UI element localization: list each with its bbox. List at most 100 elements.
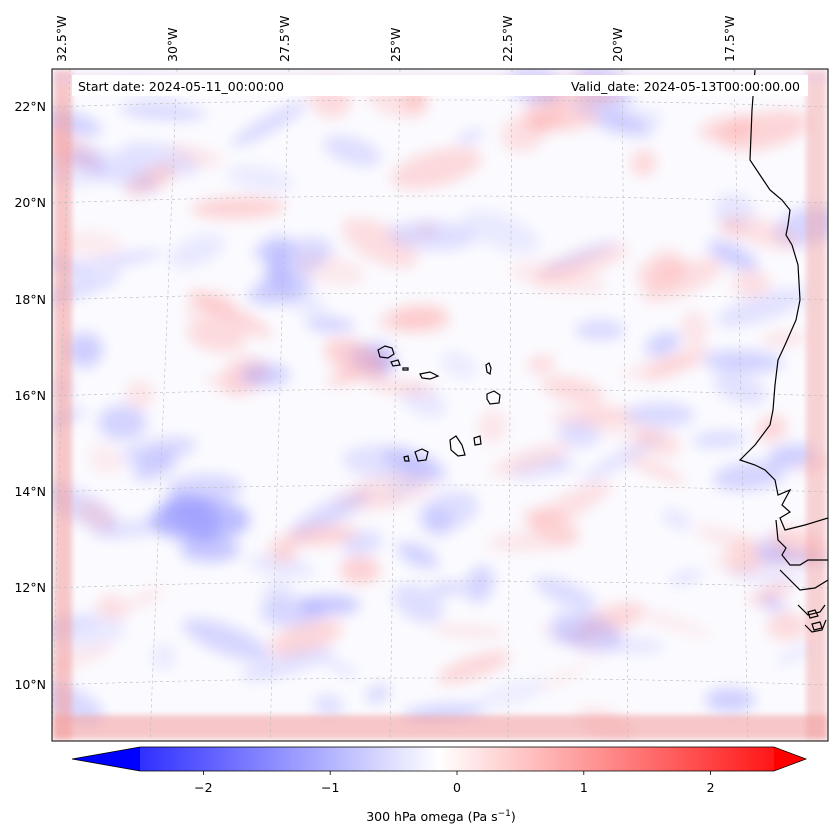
subsidence-blob [65,332,103,368]
island-fogo [414,448,429,462]
lat-label-22n: 22°N [14,99,46,114]
meridian-line [733,69,749,741]
parallel-line [52,292,828,301]
ascent-blob [437,650,512,684]
ascent-blob [268,619,343,657]
lon-label-25w: 25°W [388,27,403,62]
subsidence-blob [313,694,344,716]
subsidence-blob [262,580,292,605]
longitude-labels: 32.5°W 30°W 27.5°W 25°W 22.5°W 20°W 17.5… [54,16,737,62]
subsidence-blob [240,646,334,681]
subsidence-blob [440,350,478,380]
ascent-blob [167,143,222,168]
ascent-blob [541,376,604,404]
island-boa-vista [486,390,501,405]
ascent-blob [187,289,273,338]
subsidence-blob [661,508,691,530]
ascent-blob [717,221,742,236]
ascent-blob [722,216,801,250]
colorbar-tick-label: 0 [453,780,461,795]
subsidence-blob [713,372,767,405]
omega-core [240,363,290,387]
island-santo-antao [377,345,395,359]
island-sal [485,362,492,376]
subsidence-blob [68,145,159,192]
ascent-blob [718,110,809,151]
parallel-line [52,484,828,493]
meridian-line [507,69,513,741]
island-sao-nicolau [419,371,440,380]
colorbar-body [72,747,806,771]
island-santiago [449,435,466,457]
lat-label-16n: 16°N [14,388,46,403]
ascent-blob [430,625,508,637]
colorbar-ticks: −2 −1 0 1 2 [194,771,715,795]
subsidence-blob [98,405,147,441]
colorbar-tick-label: −1 [321,780,339,795]
header-background [72,75,808,96]
lon-label-30w: 30°W [165,27,180,62]
subsidence-blob [150,643,176,671]
ascent-blob [333,486,402,513]
colorbar: −2 −1 0 1 2 300 hPa omega (Pa s−1) [71,746,808,824]
subsidence-blob [712,461,785,491]
ascent-blob [485,532,578,552]
ascent-blob [125,379,154,410]
parallel-line [52,580,828,589]
subsidence-blob [692,431,747,448]
subsidence-blob [476,678,547,710]
ascent-blob [624,454,686,484]
ascent-blob [641,257,724,303]
subsidence-blob [557,420,601,448]
omega-core [300,595,360,615]
subsidence-blob [386,221,476,251]
ascent-blob [341,217,418,269]
ascent-blob [269,536,298,564]
subsidence-blob [644,331,681,357]
subsidence-blob [775,644,814,666]
africa-coastline [738,69,828,531]
subsidence-blob [546,631,584,643]
colorbar-outline [71,746,808,772]
subsidence-blob [382,448,448,482]
subsidence-blob [541,240,618,273]
meridian-line [52,69,71,741]
subsidence-blob [247,554,315,578]
ascent-blob [630,149,657,177]
omega-core [150,498,250,542]
graticule [52,69,828,741]
ascent-blob [370,382,436,394]
meridian-line [389,69,401,741]
ascent-blob [530,481,612,530]
lon-label-20w: 20°W [610,27,625,62]
meridian-line [149,69,178,741]
parallel-line [52,677,828,686]
island-brava [403,455,410,462]
subsidence-blob [182,618,270,662]
coastlines [377,69,828,633]
subsidence-blob [533,576,597,610]
ascent-blob [525,107,601,132]
island-sao-vicente [390,359,401,367]
subsidence-blob [461,210,541,254]
subsidence-blob [396,542,439,569]
ascent-blob [527,356,555,373]
subsidence-blob [465,565,495,603]
ascent-blob [747,582,794,605]
omega-core [575,320,625,340]
colorbar-min-extend [72,747,140,771]
subsidence-blob [429,581,467,596]
senegal-coast-lower [775,519,828,566]
map-frame [51,68,829,742]
ascent-blob [204,375,249,398]
ascent-blob [286,524,359,547]
omega-core [390,308,450,332]
omega-core [625,403,695,427]
lat-label-10n: 10°N [14,677,46,692]
meridian-line [269,69,290,741]
ascent-blob [191,197,286,219]
subsidence-blob [595,107,664,136]
valid-date-label: Valid_date: 2024-05-13T00:00:00.00 [571,79,800,94]
ascent-blob [618,354,700,380]
